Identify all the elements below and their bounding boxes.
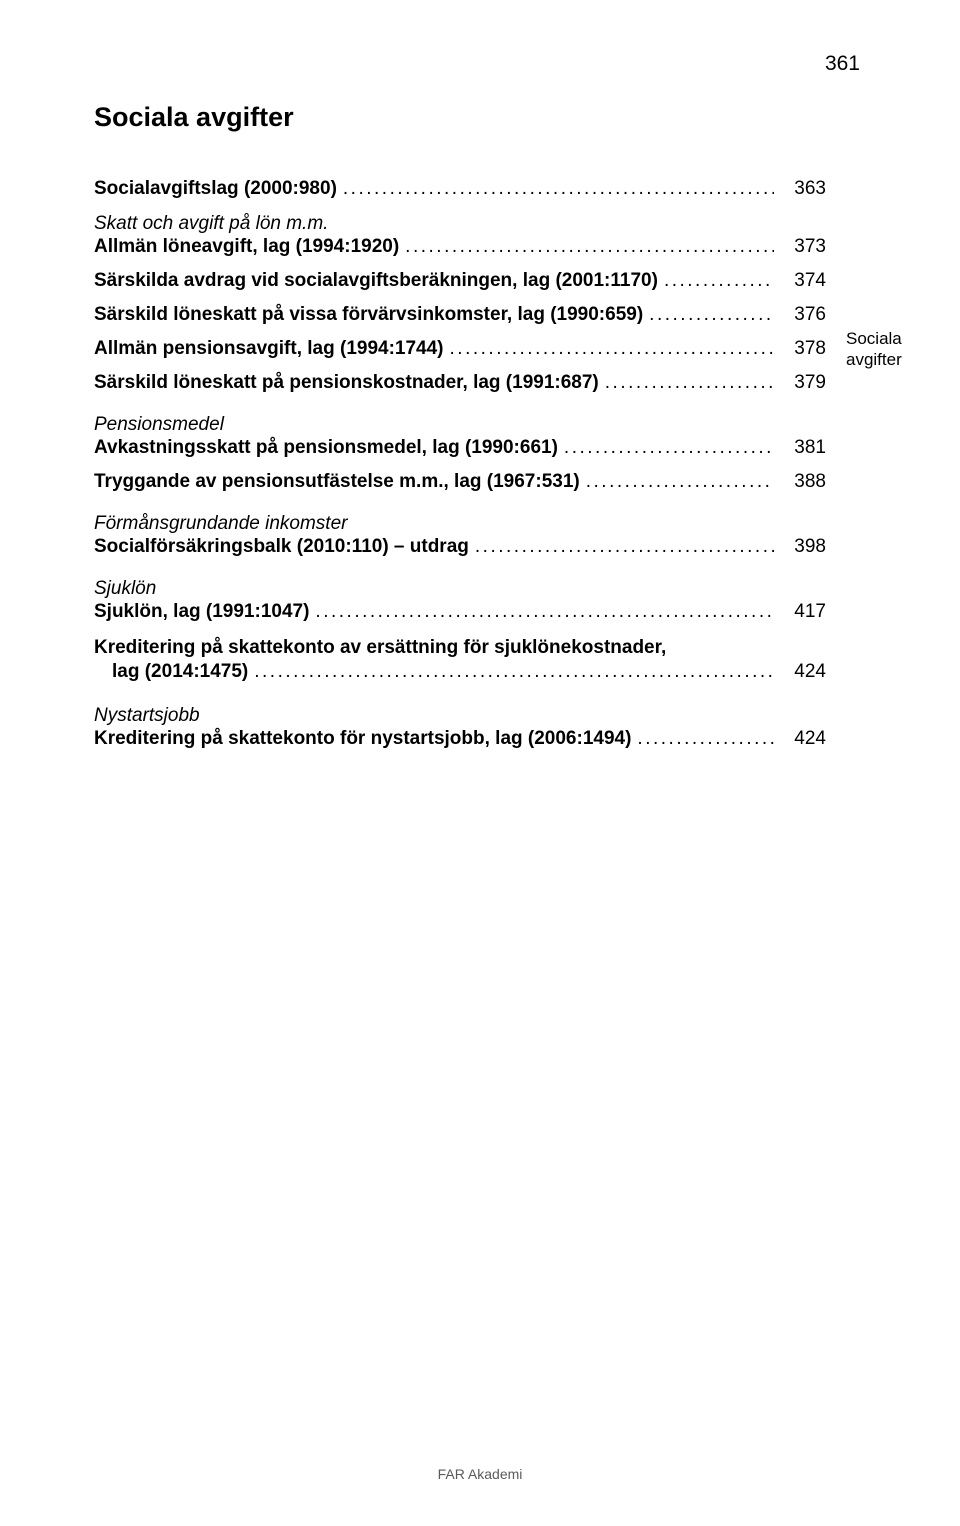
toc-entry-line2: lag (2014:1475) 424: [94, 661, 826, 683]
toc-leader-dots: [469, 537, 774, 556]
page-number: 361: [825, 52, 860, 76]
toc-entry-page: 424: [774, 661, 826, 683]
toc-entry: Särskilda avdrag vid socialavgiftsberäkn…: [94, 271, 826, 290]
toc-entry: Särskild löneskatt på pensionskostnader,…: [94, 373, 826, 392]
toc-entry: Särskild löneskatt på vissa förvärvsinko…: [94, 305, 826, 324]
toc-entry-page: 424: [774, 729, 826, 748]
toc-entry-page: 373: [774, 237, 826, 256]
toc-leader-dots: [599, 373, 774, 392]
toc-entry-label: Tryggande av pensionsutfästelse m.m., la…: [94, 472, 580, 491]
toc-section-heading: Förmånsgrundande inkomster: [94, 513, 826, 535]
toc-entry-label: Kreditering på skattekonto för nystartsj…: [94, 729, 631, 748]
toc-entry-page: 378: [774, 339, 826, 358]
toc-entry-page: 363: [774, 179, 826, 198]
toc-entry-label: Allmän löneavgift, lag (1994:1920): [94, 237, 399, 256]
toc-entry: Kreditering på skattekonto för nystartsj…: [94, 729, 826, 748]
toc-entry: Sjuklön, lag (1991:1047) 417: [94, 602, 826, 621]
footer-publisher: FAR Akademi: [0, 1466, 960, 1482]
toc-leader-dots: [658, 271, 774, 290]
toc-entry-page: 374: [774, 271, 826, 290]
toc-entry-label: Allmän pensionsavgift, lag (1994:1744): [94, 339, 444, 358]
toc-entry-label: Avkastningsskatt på pensionsmedel, lag (…: [94, 438, 558, 457]
toc-entry-label: Socialförsäkringsbalk (2010:110) – utdra…: [94, 537, 469, 556]
toc-section-heading: Skatt och avgift på lön m.m.: [94, 213, 826, 235]
toc-entry: Allmän löneavgift, lag (1994:1920) 373: [94, 237, 826, 256]
toc-section-heading: Pensionsmedel: [94, 414, 826, 436]
toc-entry: Allmän pensionsavgift, lag (1994:1744) 37…: [94, 339, 826, 358]
margin-note-line: avgifter: [846, 349, 902, 370]
toc-entry: Kreditering på skattekonto av ersättning…: [94, 636, 826, 683]
toc-section-heading: Sjuklön: [94, 578, 826, 600]
toc-leader-dots: [399, 237, 774, 256]
table-of-contents: Socialavgiftslag (2000:980) 363 Skatt och …: [94, 179, 826, 748]
toc-leader-dots: [643, 305, 774, 324]
toc-entry: Tryggande av pensionsutfästelse m.m., la…: [94, 472, 826, 491]
toc-entry-page: 417: [774, 602, 826, 621]
toc-entry-label: Särskild löneskatt på vissa förvärvsinko…: [94, 305, 643, 324]
toc-entry-page: 379: [774, 373, 826, 392]
toc-leader-dots: [248, 661, 774, 683]
toc-section-heading: Nystartsjobb: [94, 705, 826, 727]
toc-entry-label: Särskild löneskatt på pensionskostnader,…: [94, 373, 599, 392]
toc-entry-label: Socialavgiftslag (2000:980): [94, 179, 337, 198]
toc-leader-dots: [444, 339, 774, 358]
toc-entry-label-line1: Kreditering på skattekonto av ersättning…: [94, 636, 826, 661]
toc-leader-dots: [337, 179, 774, 198]
toc-entry-page: 381: [774, 438, 826, 457]
toc-entry: Socialavgiftslag (2000:980) 363: [94, 179, 826, 198]
margin-note: Sociala avgifter: [846, 328, 902, 371]
toc-leader-dots: [309, 602, 774, 621]
toc-leader-dots: [558, 438, 774, 457]
toc-leader-dots: [631, 729, 774, 748]
toc-entry-page: 398: [774, 537, 826, 556]
toc-entry: Socialförsäkringsbalk (2010:110) – utdra…: [94, 537, 826, 556]
margin-note-line: Sociala: [846, 328, 902, 349]
toc-entry-label-line2: lag (2014:1475): [94, 661, 248, 683]
page: 361 Sociala avgifter Socialavgiftslag (2…: [0, 0, 960, 1526]
toc-entry: Avkastningsskatt på pensionsmedel, lag (…: [94, 438, 826, 457]
toc-entry-label: Sjuklön, lag (1991:1047): [94, 602, 309, 621]
page-title: Sociala avgifter: [94, 102, 882, 133]
toc-entry-page: 376: [774, 305, 826, 324]
toc-entry-label: Särskilda avdrag vid socialavgiftsberäkn…: [94, 271, 658, 290]
toc-entry-page: 388: [774, 472, 826, 491]
toc-leader-dots: [580, 472, 774, 491]
